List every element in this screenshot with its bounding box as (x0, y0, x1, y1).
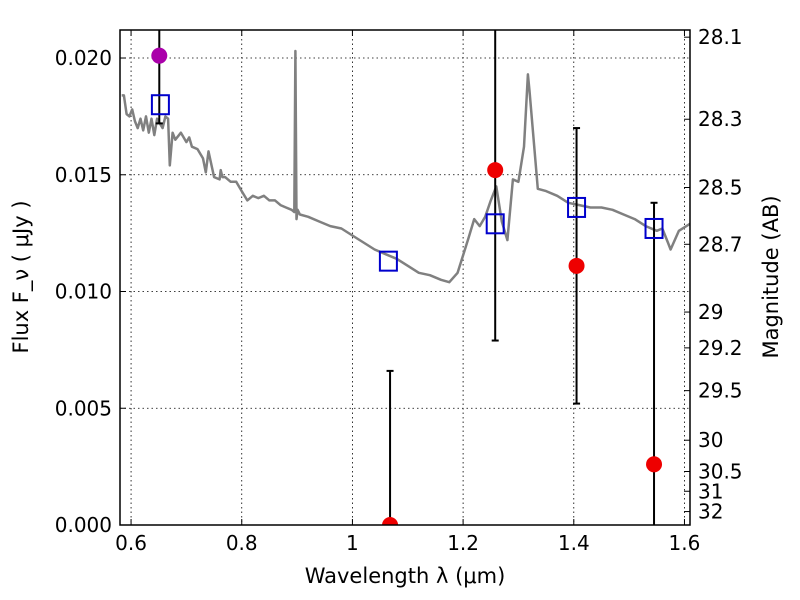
axis-ticks: 0.6 0.8 1 1.2 1.4 1.6 0.000 0.005 0.010 0.015 0.02… (55, 25, 743, 555)
x-tick-label: 1.2 (447, 531, 479, 555)
right-tick-label: 29 (698, 300, 723, 324)
right-tick-label: 28.7 (698, 232, 743, 256)
observed-flux-point (382, 517, 399, 525)
y-axis-title: Flux F_ν ( μJy ) (9, 200, 34, 353)
grid-lines (120, 30, 690, 526)
model-photometry-square (378, 250, 398, 272)
right-tick-label: 29.2 (698, 336, 743, 360)
y-tick-label: 0.005 (55, 396, 112, 420)
x-tick-label: 1.4 (558, 531, 590, 555)
model-photometry-square (644, 217, 664, 239)
model-photometry-square (485, 213, 505, 235)
right-tick-label: 28.3 (698, 107, 743, 131)
right-tick-label: 30 (698, 428, 723, 452)
right-tick-label: 31 (698, 479, 723, 503)
right-tick-label: 29.5 (698, 379, 743, 403)
right-tick-label: 30.5 (698, 460, 743, 484)
y-tick-label: 0.015 (55, 163, 112, 187)
y-tick-label: 0.010 (55, 280, 112, 304)
x-tick-label: 1 (346, 531, 359, 555)
right-tick-label: 28.1 (698, 25, 743, 49)
y-tick-label: 0.000 (55, 513, 112, 537)
right-tick-label: 32 (698, 500, 723, 524)
observed-flux-point (151, 47, 168, 64)
observed-flux-point (487, 162, 504, 179)
plot-frame (119, 29, 691, 526)
plot-data (121, 30, 690, 525)
y-axis-right-title: Magnitude (AB) (759, 195, 783, 358)
y-tick-label: 0.020 (55, 46, 112, 70)
x-tick-label: 1.6 (669, 531, 701, 555)
observed-flux-point (646, 456, 663, 473)
right-tick-label: 28.5 (698, 176, 743, 200)
model-spectrum-line (121, 49, 690, 284)
observed-flux-point (568, 257, 585, 274)
x-axis-title: Wavelength λ (μm) (305, 564, 506, 588)
x-tick-label: 0.8 (226, 531, 258, 555)
model-photometry-square (567, 196, 587, 218)
model-photometry-square (150, 94, 170, 116)
x-tick-label: 0.6 (115, 531, 147, 555)
